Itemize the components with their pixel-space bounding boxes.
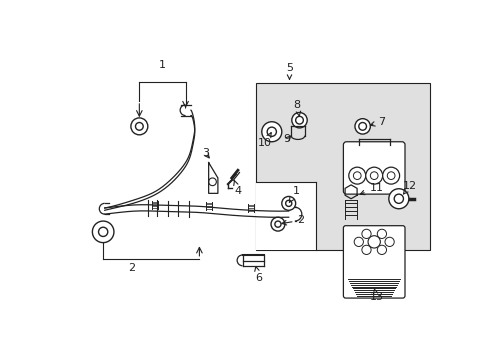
Text: 9: 9: [283, 134, 290, 144]
Circle shape: [377, 245, 386, 255]
Circle shape: [367, 236, 380, 248]
Circle shape: [99, 227, 107, 237]
Circle shape: [348, 167, 365, 184]
Circle shape: [291, 112, 306, 128]
Circle shape: [384, 237, 393, 247]
Circle shape: [393, 194, 403, 203]
FancyBboxPatch shape: [343, 226, 404, 298]
Text: 13: 13: [369, 289, 383, 302]
Circle shape: [270, 217, 285, 231]
FancyBboxPatch shape: [256, 182, 316, 249]
Circle shape: [274, 221, 281, 227]
Circle shape: [358, 122, 366, 130]
Text: 10: 10: [257, 133, 271, 148]
Circle shape: [353, 172, 360, 180]
Circle shape: [135, 122, 143, 130]
Text: 12: 12: [403, 181, 417, 194]
Circle shape: [354, 119, 369, 134]
Text: 5: 5: [285, 63, 292, 79]
FancyBboxPatch shape: [256, 83, 429, 249]
Circle shape: [295, 116, 303, 124]
Circle shape: [281, 197, 295, 210]
Circle shape: [261, 122, 281, 142]
Text: 11: 11: [360, 183, 383, 195]
Circle shape: [377, 229, 386, 238]
Text: 3: 3: [202, 148, 209, 158]
Text: 4: 4: [233, 180, 241, 196]
Text: 1: 1: [289, 186, 299, 202]
Text: 2: 2: [128, 263, 135, 273]
Circle shape: [365, 167, 382, 184]
Text: 6: 6: [254, 266, 262, 283]
Circle shape: [382, 167, 399, 184]
Text: 8: 8: [293, 100, 300, 116]
Circle shape: [386, 172, 394, 180]
Text: 7: 7: [369, 117, 385, 127]
Circle shape: [266, 127, 276, 136]
Circle shape: [285, 200, 291, 206]
Text: 2: 2: [282, 215, 304, 225]
Circle shape: [92, 221, 114, 243]
Circle shape: [369, 172, 377, 180]
Circle shape: [361, 229, 370, 238]
Circle shape: [353, 237, 363, 247]
Circle shape: [361, 245, 370, 255]
FancyBboxPatch shape: [343, 142, 404, 194]
Circle shape: [208, 178, 216, 186]
Text: 1: 1: [159, 60, 165, 70]
Circle shape: [388, 189, 408, 209]
Circle shape: [131, 118, 147, 135]
